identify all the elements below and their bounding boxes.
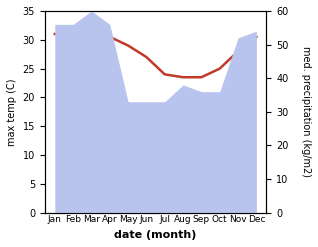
X-axis label: date (month): date (month) — [114, 230, 197, 240]
Y-axis label: med. precipitation (kg/m2): med. precipitation (kg/m2) — [301, 46, 311, 177]
Y-axis label: max temp (C): max temp (C) — [7, 78, 17, 145]
